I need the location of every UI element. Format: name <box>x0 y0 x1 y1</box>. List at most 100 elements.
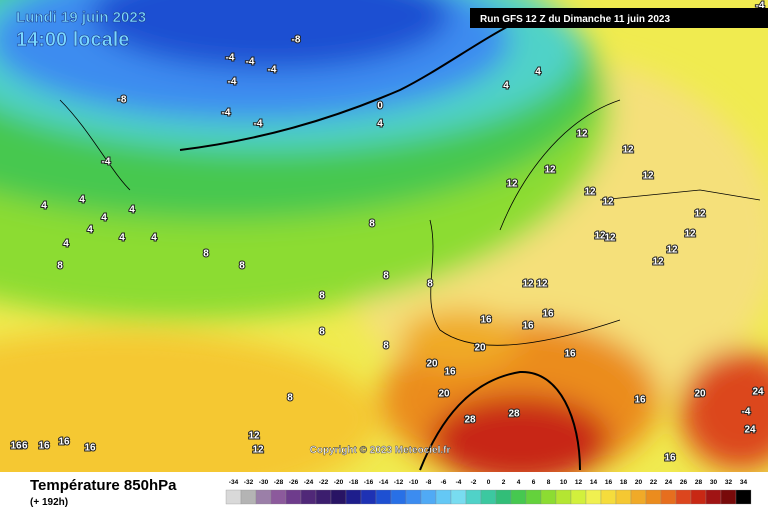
contour-label: 8 <box>203 249 209 260</box>
contour-label: 12 <box>576 129 588 140</box>
contour-label: -4 <box>228 77 237 88</box>
contour-label: 4 <box>151 233 157 244</box>
contour-label: -4 <box>226 53 235 64</box>
contour-label: 28 <box>464 415 476 426</box>
scale-cell <box>285 489 302 505</box>
contour-label: 4 <box>129 205 135 216</box>
contour-label: 4 <box>377 119 383 130</box>
contour-label: -8 <box>292 35 301 46</box>
contour-label: 12 <box>594 231 606 242</box>
contour-label: 8 <box>287 393 293 404</box>
scale-label: -20 <box>334 479 344 486</box>
scale-label: 16 <box>605 479 613 486</box>
scale-cell <box>645 489 662 505</box>
scale-cell <box>225 489 242 505</box>
run-box <box>470 8 768 28</box>
scale-cell <box>555 489 572 505</box>
scale-cell <box>660 489 677 505</box>
scale-cell <box>360 489 377 505</box>
contour-label: 4 <box>535 67 541 78</box>
scale-label: 32 <box>725 479 733 486</box>
contour-label: 4 <box>119 233 125 244</box>
footer-title: Température 850hPa <box>30 477 177 494</box>
scale-label: 22 <box>650 479 658 486</box>
contour-label: 12 <box>602 197 614 208</box>
scale-cell <box>615 489 632 505</box>
scale-cell <box>675 489 692 505</box>
contour-label: 0 <box>377 101 383 112</box>
scale-cell <box>435 489 452 505</box>
contour-label: -8 <box>118 95 127 106</box>
contour-label: 8 <box>319 327 325 338</box>
contour-label: 20 <box>474 343 486 354</box>
contour-label: 12 <box>536 279 548 290</box>
copyright: Copyright © 2023 Meteociel.fr <box>310 445 451 456</box>
contour-label: -4 <box>246 57 255 68</box>
scale-label: 20 <box>635 479 643 486</box>
scale-label: -30 <box>259 479 269 486</box>
contour-label: 4 <box>79 195 85 206</box>
scale-label: -34 <box>229 479 239 486</box>
contour-label: 12 <box>604 233 616 244</box>
contour-label: 12 <box>248 431 260 442</box>
scale-label: 4 <box>517 479 521 486</box>
scale-cell <box>630 489 647 505</box>
scale-cell <box>330 489 347 505</box>
scale-cell <box>705 489 722 505</box>
scale-cell <box>405 489 422 505</box>
scale-label: 26 <box>680 479 688 486</box>
contour-label: 4 <box>41 201 47 212</box>
contour-label: 4 <box>101 213 107 224</box>
scale-cell <box>510 489 527 505</box>
contour-label: -4 <box>254 119 263 130</box>
contour-label: 16 <box>58 437 70 448</box>
scale-cell <box>450 489 467 505</box>
contour-label: 8 <box>427 279 433 290</box>
contour-label: 12 <box>252 445 264 456</box>
run-info: Run GFS 12 Z du Dimanche 11 juin 2023 <box>480 14 670 25</box>
scale-label: 24 <box>665 479 673 486</box>
contour-label: -4 <box>102 157 111 168</box>
scale-cell <box>240 489 257 505</box>
contour-label: 4 <box>87 225 93 236</box>
scale-label: 34 <box>740 479 748 486</box>
scale-cell <box>390 489 407 505</box>
contour-label: 20 <box>426 359 438 370</box>
scale-cell <box>585 489 602 505</box>
scale-cell <box>525 489 542 505</box>
scale-label: 6 <box>532 479 536 486</box>
contour-label: 20 <box>694 389 706 400</box>
forecast-date: Lundi 19 juin 2023 <box>16 9 146 26</box>
scale-label: -18 <box>349 479 359 486</box>
scale-cell <box>420 489 437 505</box>
contour-label: -4 <box>742 407 751 418</box>
scale-cell <box>495 489 512 505</box>
scale-label: 12 <box>575 479 583 486</box>
contour-label: -4 <box>756 1 765 12</box>
scale-cell <box>480 489 497 505</box>
scale-label: -8 <box>426 479 432 486</box>
scale-label: 8 <box>547 479 551 486</box>
contour-label: 8 <box>383 271 389 282</box>
contour-label: 16 <box>480 315 492 326</box>
contour-label: 16 <box>84 443 96 454</box>
scale-label: 0 <box>487 479 491 486</box>
scale-label: 30 <box>710 479 718 486</box>
contour-label: 12 <box>622 145 634 156</box>
contour-label: 16 <box>10 441 22 452</box>
scale-label: -10 <box>409 479 419 486</box>
color-scale: -34 -32 -30 -28 -26 -24 -22 -20 -18 -16 -14 -12 -10-… <box>225 479 752 505</box>
contour-label: 16 <box>664 453 676 464</box>
contour-label: 8 <box>57 261 63 272</box>
footer-subtitle: (+ 192h) <box>30 497 68 508</box>
contour-label: 28 <box>508 409 520 420</box>
scale-cell <box>375 489 392 505</box>
scale-label: -26 <box>289 479 299 486</box>
contour-label: 16 <box>16 441 28 452</box>
contour-label: 12 <box>506 179 518 190</box>
contour-label: 24 <box>744 425 756 436</box>
contour-label: 8 <box>369 219 375 230</box>
